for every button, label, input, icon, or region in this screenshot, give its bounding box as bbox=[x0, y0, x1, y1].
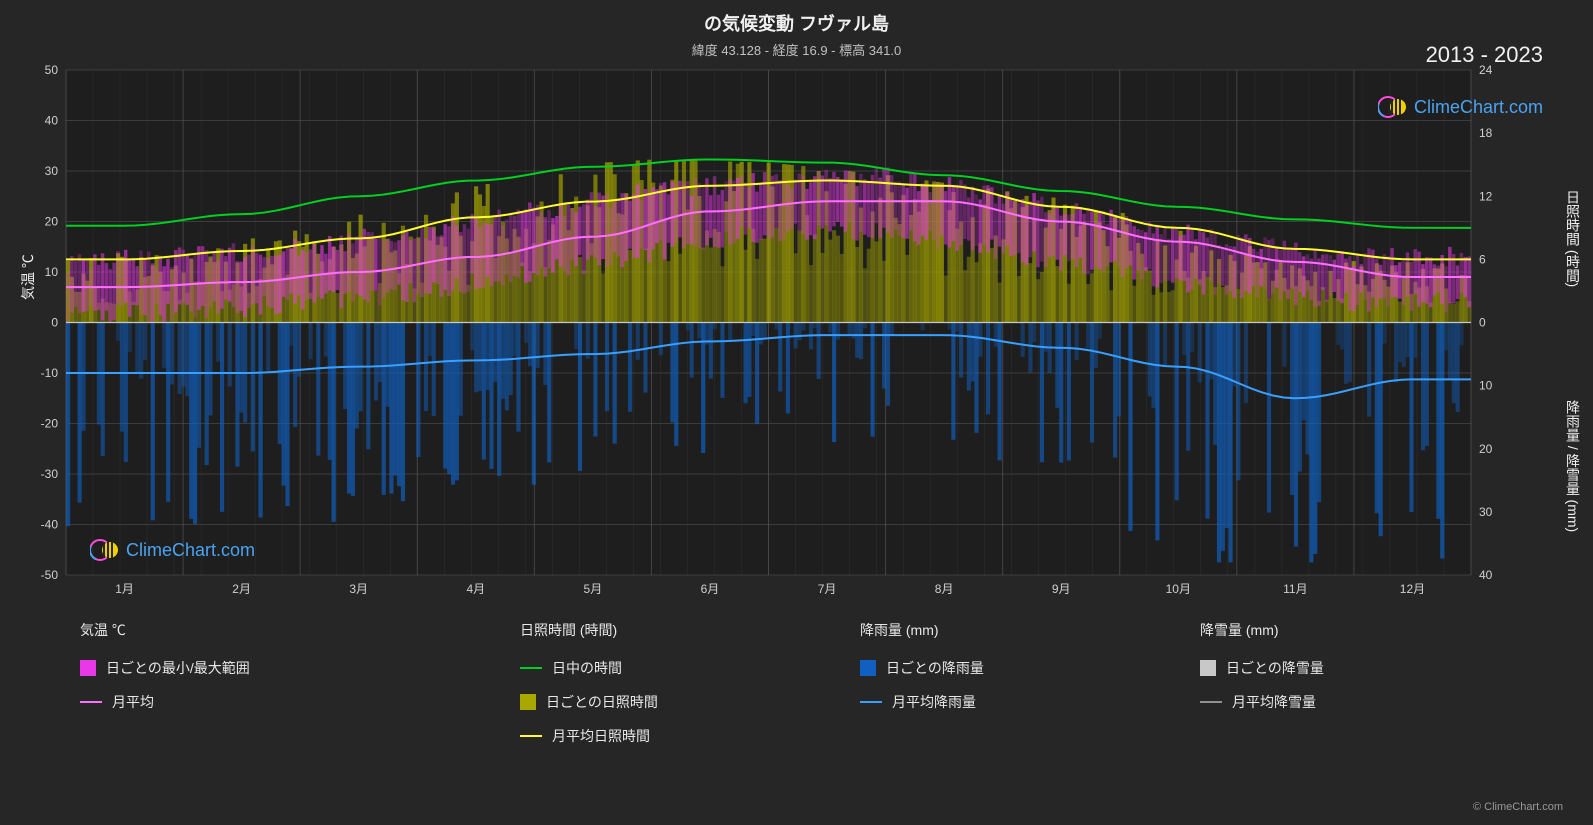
legend-header: 気温 ℃ bbox=[80, 620, 520, 640]
legend-group: 日照時間 (時間) 日中の時間日ごとの日照時間月平均日照時間 bbox=[520, 620, 860, 746]
legend-item: 月平均日照時間 bbox=[520, 726, 860, 746]
legend-item-label: 日ごとの降雨量 bbox=[886, 658, 984, 678]
legend-item: 日ごとの降雨量 bbox=[860, 658, 1200, 678]
svg-text:30: 30 bbox=[45, 164, 59, 178]
logo-icon bbox=[1378, 92, 1408, 122]
swatch-line-icon bbox=[80, 701, 102, 703]
svg-text:30: 30 bbox=[1479, 505, 1493, 519]
svg-text:12月: 12月 bbox=[1400, 582, 1425, 596]
svg-text:50: 50 bbox=[45, 63, 59, 77]
svg-text:5月: 5月 bbox=[584, 582, 603, 596]
chart-title: の気候変動 フヴァル島 bbox=[0, 0, 1593, 36]
legend-header: 日照時間 (時間) bbox=[520, 620, 860, 640]
svg-text:-30: -30 bbox=[41, 467, 59, 481]
svg-text:18: 18 bbox=[1479, 126, 1493, 140]
svg-text:10月: 10月 bbox=[1166, 582, 1191, 596]
legend-item-label: 日中の時間 bbox=[552, 658, 622, 678]
legend-item-label: 月平均 bbox=[112, 692, 154, 712]
svg-text:20: 20 bbox=[45, 215, 59, 229]
svg-text:12: 12 bbox=[1479, 189, 1493, 203]
svg-text:3月: 3月 bbox=[349, 582, 368, 596]
swatch-line-icon bbox=[860, 701, 882, 703]
logo-top-text: ClimeChart.com bbox=[1414, 97, 1543, 118]
legend-item: 月平均降雨量 bbox=[860, 692, 1200, 712]
chart-subtitle: 緯度 43.128 - 経度 16.9 - 標高 341.0 bbox=[0, 36, 1593, 59]
legend-item: 月平均降雪量 bbox=[1200, 692, 1540, 712]
svg-text:0: 0 bbox=[1479, 316, 1486, 330]
y-right-bottom-axis-label: 降雨量 / 降雪量 (mm) bbox=[1563, 400, 1583, 532]
legend-item: 日中の時間 bbox=[520, 658, 860, 678]
svg-text:8月: 8月 bbox=[935, 582, 954, 596]
legend-item-label: 日ごとの日照時間 bbox=[546, 692, 658, 712]
legend-item: 日ごとの降雪量 bbox=[1200, 658, 1540, 678]
y-left-axis-label: 気温 ℃ bbox=[18, 254, 38, 300]
legend-group: 降雪量 (mm) 日ごとの降雪量月平均降雪量 bbox=[1200, 620, 1540, 746]
svg-text:0: 0 bbox=[51, 316, 58, 330]
svg-text:6: 6 bbox=[1479, 252, 1486, 266]
svg-text:2月: 2月 bbox=[232, 582, 251, 596]
swatch-box-icon bbox=[1200, 660, 1216, 676]
svg-text:4月: 4月 bbox=[466, 582, 485, 596]
svg-text:10: 10 bbox=[1479, 379, 1493, 393]
legend-header: 降雨量 (mm) bbox=[860, 620, 1200, 640]
svg-text:7月: 7月 bbox=[818, 582, 837, 596]
svg-text:6月: 6月 bbox=[701, 582, 720, 596]
legend-item: 月平均 bbox=[80, 692, 520, 712]
legend-item: 日ごとの日照時間 bbox=[520, 692, 860, 712]
svg-text:11月: 11月 bbox=[1283, 582, 1307, 596]
logo-bottom: ClimeChart.com bbox=[90, 535, 255, 565]
logo-bottom-text: ClimeChart.com bbox=[126, 540, 255, 561]
swatch-box-icon bbox=[80, 660, 96, 676]
chart-svg: -50-40-30-20-100102030405006121824102030… bbox=[66, 70, 1471, 575]
svg-text:10: 10 bbox=[45, 265, 59, 279]
legend: 気温 ℃ 日ごとの最小/最大範囲月平均 日照時間 (時間) 日中の時間日ごとの日照時間… bbox=[80, 620, 1530, 746]
legend-item-label: 月平均降雪量 bbox=[1232, 692, 1316, 712]
svg-text:-50: -50 bbox=[41, 568, 59, 582]
logo-top: ClimeChart.com bbox=[1378, 92, 1543, 122]
svg-text:-40: -40 bbox=[41, 518, 59, 532]
swatch-box-icon bbox=[860, 660, 876, 676]
legend-item: 日ごとの最小/最大範囲 bbox=[80, 658, 520, 678]
swatch-line-icon bbox=[520, 735, 542, 737]
swatch-box-icon bbox=[520, 694, 536, 710]
legend-item-label: 月平均降雨量 bbox=[892, 692, 976, 712]
legend-group: 降雨量 (mm) 日ごとの降雨量月平均降雨量 bbox=[860, 620, 1200, 746]
svg-text:-10: -10 bbox=[41, 366, 59, 380]
legend-item-label: 日ごとの最小/最大範囲 bbox=[106, 658, 250, 678]
climate-chart-container: の気候変動 フヴァル島 緯度 43.128 - 経度 16.9 - 標高 341… bbox=[0, 0, 1593, 825]
svg-text:24: 24 bbox=[1479, 63, 1493, 77]
y-right-top-axis-label: 日照時間 (時間) bbox=[1563, 190, 1583, 287]
legend-header: 降雪量 (mm) bbox=[1200, 620, 1540, 640]
svg-text:-20: -20 bbox=[41, 417, 59, 431]
credit-text: © ClimeChart.com bbox=[1473, 801, 1563, 813]
svg-text:20: 20 bbox=[1479, 442, 1493, 456]
swatch-line-icon bbox=[520, 667, 542, 669]
legend-item-label: 日ごとの降雪量 bbox=[1226, 658, 1324, 678]
chart-plot-area: -50-40-30-20-100102030405006121824102030… bbox=[66, 70, 1471, 575]
logo-icon bbox=[90, 535, 120, 565]
swatch-line-icon bbox=[1200, 701, 1222, 703]
legend-group: 気温 ℃ 日ごとの最小/最大範囲月平均 bbox=[80, 620, 520, 746]
svg-text:40: 40 bbox=[1479, 568, 1493, 582]
legend-item-label: 月平均日照時間 bbox=[552, 726, 650, 746]
svg-text:1月: 1月 bbox=[115, 582, 134, 596]
svg-text:40: 40 bbox=[45, 114, 59, 128]
svg-text:9月: 9月 bbox=[1052, 582, 1071, 596]
